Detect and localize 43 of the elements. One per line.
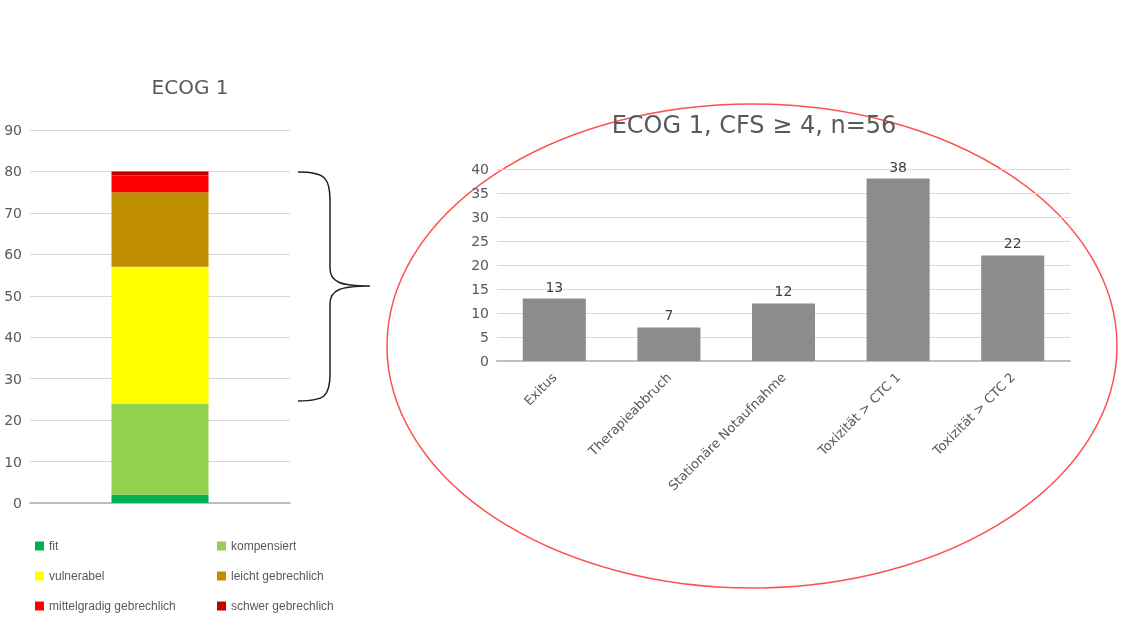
bar bbox=[111, 266, 209, 404]
legend-label: fit bbox=[49, 539, 59, 553]
legend-label: vulnerabel bbox=[49, 569, 105, 583]
y-tick-label: 40 bbox=[4, 329, 22, 346]
y-tick-label: 10 bbox=[4, 453, 22, 470]
y-tick-label: 90 bbox=[4, 122, 22, 138]
chart-title: ECOG 1 bbox=[151, 75, 229, 99]
legend-label: kompensiert bbox=[231, 539, 298, 553]
y-tick-label: 20 bbox=[4, 412, 22, 429]
legend-label: mittelgradig gebrechlich bbox=[49, 599, 176, 613]
y-tick-label: 5 bbox=[480, 329, 489, 345]
chart-title: ECOG 1, CFS ≥ 4, n=56 bbox=[611, 111, 897, 139]
y-tick-label: 10 bbox=[471, 305, 489, 321]
bar bbox=[637, 327, 701, 361]
bar bbox=[522, 298, 586, 361]
bar bbox=[981, 255, 1045, 361]
bar bbox=[111, 171, 209, 176]
bar bbox=[111, 175, 209, 193]
y-tick-label: 0 bbox=[480, 353, 489, 369]
y-tick-label: 70 bbox=[4, 204, 22, 221]
y-tick-label: 50 bbox=[4, 287, 22, 304]
bar bbox=[866, 178, 930, 361]
y-tick-label: 80 bbox=[4, 163, 22, 180]
y-tick-label: 35 bbox=[471, 185, 489, 201]
data-label: 12 bbox=[774, 283, 793, 300]
legend-label: leicht gebrechlich bbox=[231, 569, 324, 583]
y-tick-label: 40 bbox=[471, 161, 489, 177]
y-tick-label: 20 bbox=[471, 257, 489, 273]
bar bbox=[111, 403, 209, 495]
legend-label: schwer gebrechlich bbox=[231, 599, 334, 613]
bar bbox=[111, 192, 209, 267]
data-label: 13 bbox=[545, 278, 564, 295]
y-tick-label: 25 bbox=[471, 233, 489, 249]
y-tick-label: 60 bbox=[4, 246, 22, 263]
y-tick-label: 30 bbox=[4, 370, 22, 387]
bar bbox=[111, 494, 209, 503]
y-tick-label: 0 bbox=[13, 495, 22, 511]
y-tick-label: 30 bbox=[471, 209, 489, 225]
y-tick-label: 15 bbox=[471, 281, 489, 297]
bar bbox=[751, 303, 816, 361]
data-label: 38 bbox=[889, 158, 908, 175]
data-label: 22 bbox=[1003, 235, 1022, 252]
data-label: 7 bbox=[664, 307, 674, 324]
